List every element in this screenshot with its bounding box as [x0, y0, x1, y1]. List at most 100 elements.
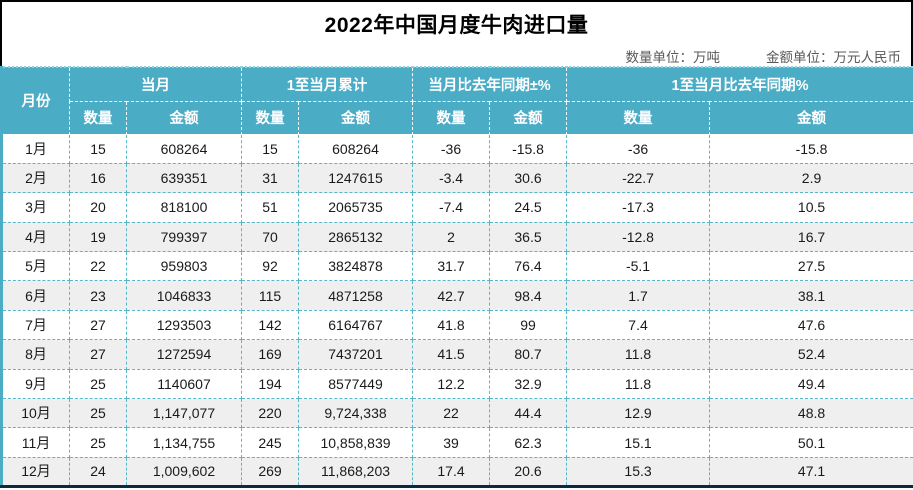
- value-cell: 24: [69, 456, 127, 488]
- value-cell: -36: [566, 133, 711, 164]
- table-row: 7月 27 1293503 142 6164767 41.8 99 7.4 47.6: [1, 309, 913, 341]
- group-header-current-month: 当月: [69, 66, 242, 102]
- quantity-unit-label: 数量单位：万吨: [625, 50, 721, 65]
- value-cell: 44.4: [489, 398, 568, 429]
- value-cell: 22: [412, 398, 491, 429]
- value-cell: 4871258: [297, 280, 414, 311]
- value-cell: 38.1: [709, 280, 913, 311]
- sub-header-row: 数量 金额 数量 金额 数量 金额 数量 金额: [2, 100, 913, 135]
- value-cell: 62.3: [489, 427, 568, 458]
- value-cell: 51: [241, 192, 299, 223]
- value-cell: 11.8: [566, 339, 711, 370]
- month-cell: 4月: [1, 221, 70, 253]
- group-header-cumulative: 1至当月累计: [240, 66, 414, 102]
- value-cell: 7.4: [566, 309, 711, 341]
- value-cell: 92: [241, 251, 299, 282]
- value-cell: 1247615: [297, 162, 414, 194]
- value-cell: 47.6: [709, 309, 913, 341]
- value-cell: 142: [241, 309, 299, 341]
- value-cell: 1,134,755: [126, 427, 242, 458]
- table-row: 3月 20 818100 51 2065735 -7.4 24.5 -17.3 10.5: [1, 192, 913, 223]
- value-cell: 31: [241, 162, 299, 194]
- group-header-cumulative-yoy: 1至当月比去年同期%: [566, 66, 913, 102]
- group-header-month-yoy: 当月比去年同期±%: [412, 66, 568, 102]
- value-cell: 10.5: [709, 192, 913, 223]
- table-row: 8月 27 1272594 169 7437201 41.5 80.7 11.8 52.4: [1, 339, 913, 370]
- value-cell: 41.8: [412, 309, 491, 341]
- value-cell: 2.9: [709, 162, 913, 194]
- subheader-quantity: 数量: [241, 100, 299, 135]
- value-cell: 15: [69, 133, 127, 164]
- table-row: 6月 23 1046833 115 4871258 42.7 98.4 1.7 38.1: [1, 280, 913, 311]
- value-cell: 115: [241, 280, 299, 311]
- value-cell: 2: [412, 221, 491, 253]
- value-cell: 23: [69, 280, 127, 311]
- value-cell: 22: [69, 251, 127, 282]
- value-cell: 799397: [126, 221, 242, 253]
- value-cell: 12.9: [566, 398, 711, 429]
- value-cell: -7.4: [412, 192, 491, 223]
- subheader-quantity: 数量: [566, 100, 711, 135]
- month-cell: 2月: [1, 162, 70, 194]
- value-cell: 48.8: [709, 398, 913, 429]
- value-cell: -15.8: [709, 133, 913, 164]
- value-cell: 8577449: [297, 368, 414, 400]
- value-cell: 1,147,077: [126, 398, 242, 429]
- value-cell: 30.6: [489, 162, 568, 194]
- value-cell: 1,009,602: [126, 456, 242, 488]
- subheader-amount: 金额: [709, 100, 913, 135]
- value-cell: 245: [241, 427, 299, 458]
- value-cell: 70: [241, 221, 299, 253]
- value-cell: -22.7: [566, 162, 711, 194]
- value-cell: 9,724,338: [297, 398, 414, 429]
- value-cell: 16: [69, 162, 127, 194]
- value-cell: 7437201: [297, 339, 414, 370]
- value-cell: 17.4: [412, 456, 491, 488]
- title-section: 2022年中国月度牛肉进口量 数量单位：万吨 金额单位：万元人民币: [0, 2, 913, 66]
- value-cell: 15.1: [566, 427, 711, 458]
- subheader-amount: 金额: [126, 100, 242, 135]
- month-cell: 9月: [1, 368, 70, 400]
- value-cell: 27: [69, 309, 127, 341]
- value-cell: 1140607: [126, 368, 242, 400]
- value-cell: 25: [69, 427, 127, 458]
- table-row: 12月 24 1,009,602 269 11,868,203 17.4 20.6 15.3 4…: [1, 456, 913, 488]
- month-cell: 5月: [1, 251, 70, 282]
- value-cell: 39: [412, 427, 491, 458]
- value-cell: 32.9: [489, 368, 568, 400]
- value-cell: 20: [69, 192, 127, 223]
- value-cell: 1046833: [126, 280, 242, 311]
- month-cell: 12月: [1, 456, 70, 488]
- value-cell: 42.7: [412, 280, 491, 311]
- value-cell: -36: [412, 133, 491, 164]
- value-cell: 47.1: [709, 456, 913, 488]
- value-cell: -5.1: [566, 251, 711, 282]
- value-cell: 41.5: [412, 339, 491, 370]
- value-cell: 19: [69, 221, 127, 253]
- month-cell: 7月: [1, 309, 70, 341]
- value-cell: 1.7: [566, 280, 711, 311]
- value-cell: 1272594: [126, 339, 242, 370]
- value-cell: 36.5: [489, 221, 568, 253]
- table-row: 2月 16 639351 31 1247615 -3.4 30.6 -22.7 2.9: [1, 162, 913, 194]
- amount-unit-label: 金额单位：万元人民币: [766, 50, 901, 65]
- value-cell: 959803: [126, 251, 242, 282]
- month-cell: 1月: [1, 133, 70, 164]
- value-cell: 2065735: [297, 192, 414, 223]
- month-cell: 11月: [1, 427, 70, 458]
- col-header-month: 月份: [1, 66, 70, 135]
- value-cell: 10,858,839: [297, 427, 414, 458]
- group-header-row: 月份 当月 1至当月累计 当月比去年同期±% 1至当月比去年同期%: [1, 66, 913, 135]
- value-cell: 25: [69, 368, 127, 400]
- value-cell: 15: [241, 133, 299, 164]
- table-row: 10月 25 1,147,077 220 9,724,338 22 44.4 12.9 48.8: [1, 398, 913, 429]
- value-cell: 608264: [297, 133, 414, 164]
- value-cell: 169: [241, 339, 299, 370]
- month-cell: 8月: [1, 339, 70, 370]
- value-cell: 3824878: [297, 251, 414, 282]
- value-cell: 20.6: [489, 456, 568, 488]
- value-cell: 49.4: [709, 368, 913, 400]
- value-cell: 12.2: [412, 368, 491, 400]
- table-body: 1月 15 608264 15 608264 -36 -15.8 -36 -15.8 2月 16 63…: [1, 133, 913, 488]
